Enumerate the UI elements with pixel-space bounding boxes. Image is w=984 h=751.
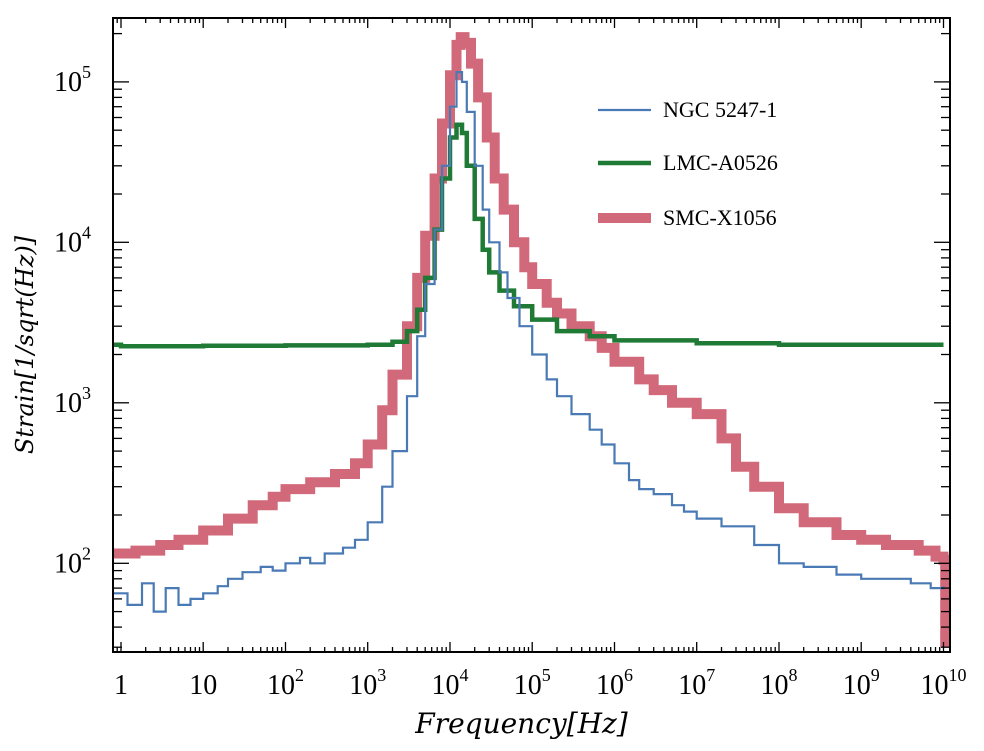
y-tick-label-base: 10 xyxy=(54,388,82,419)
tick-labels: 1 10 102 103 104 105 106 107 108 109 1010102103104… xyxy=(54,62,967,701)
axes-layer xyxy=(112,17,951,653)
plot-frame xyxy=(112,17,951,653)
y-tick-label-exponent: 5 xyxy=(82,62,91,82)
x-tick-label: 105 xyxy=(514,665,551,701)
legend: NGC 5247-1 LMC-A0526 SMC-X1056 xyxy=(598,97,778,230)
y-tick-label-exponent: 3 xyxy=(82,383,91,403)
x-tick-label: 1010 xyxy=(921,665,967,701)
y-tick-label-base: 10 xyxy=(54,67,82,98)
x-axis-title: Frequency[Hz] xyxy=(414,707,628,740)
x-tick-label-exponent: 10 xyxy=(949,665,967,685)
x-tick-label: 10 xyxy=(189,670,217,701)
x-tick-label-base: 10 xyxy=(432,670,460,701)
x-tick-label-base: 1 xyxy=(114,670,128,701)
x-tick-label-base: 10 xyxy=(267,670,295,701)
y-tick-label-exponent: 2 xyxy=(82,543,91,563)
x-tick-label: 102 xyxy=(267,665,304,701)
series-line-lmc-a0526 xyxy=(113,122,944,349)
x-tick-label-base: 10 xyxy=(514,670,542,701)
y-tick-label-base: 10 xyxy=(54,227,82,258)
legend-label-ngc-5247-1: NGC 5247-1 xyxy=(663,97,777,122)
x-tick-label-base: 10 xyxy=(761,670,789,701)
x-tick-label-exponent: 4 xyxy=(460,665,469,685)
x-tick-label-base: 10 xyxy=(349,670,377,701)
y-tick-label-exponent: 4 xyxy=(82,222,91,242)
series-line-ngc-5247-1 xyxy=(113,71,945,613)
legend-label-smc-x1056: SMC-X1056 xyxy=(663,205,777,230)
series-layer xyxy=(113,32,950,648)
x-tick-label-exponent: 2 xyxy=(295,665,304,685)
x-tick-label-base: 10 xyxy=(189,670,217,701)
y-tick-label: 105 xyxy=(54,62,91,98)
y-tick-label: 103 xyxy=(54,383,91,419)
legend-label-lmc-a0526: LMC-A0526 xyxy=(663,150,778,175)
y-axis-title: Strain[1/sqrt(Hz)] xyxy=(11,235,39,454)
x-tick-label-exponent: 9 xyxy=(871,665,880,685)
x-tick-label-exponent: 6 xyxy=(624,665,633,685)
y-tick-label-base: 10 xyxy=(54,548,82,579)
series-line-smc-x1056 xyxy=(113,32,950,648)
x-tick-label: 103 xyxy=(349,665,386,701)
y-tick-label: 104 xyxy=(54,222,91,258)
y-tick-label: 102 xyxy=(54,543,91,579)
x-tick-label: 104 xyxy=(432,665,469,701)
x-tick-label-exponent: 7 xyxy=(706,665,715,685)
x-tick-label-base: 10 xyxy=(921,670,949,701)
x-tick-label: 1 xyxy=(114,670,128,701)
x-tick-label: 106 xyxy=(596,665,633,701)
x-tick-label: 107 xyxy=(678,665,715,701)
x-tick-label-base: 10 xyxy=(678,670,706,701)
x-tick-label-exponent: 8 xyxy=(789,665,798,685)
x-tick-label-exponent: 5 xyxy=(542,665,551,685)
x-tick-label-exponent: 3 xyxy=(377,665,386,685)
x-tick-label-base: 10 xyxy=(596,670,624,701)
x-tick-label: 108 xyxy=(761,665,798,701)
x-tick-label: 109 xyxy=(843,665,880,701)
x-tick-label-base: 10 xyxy=(843,670,871,701)
